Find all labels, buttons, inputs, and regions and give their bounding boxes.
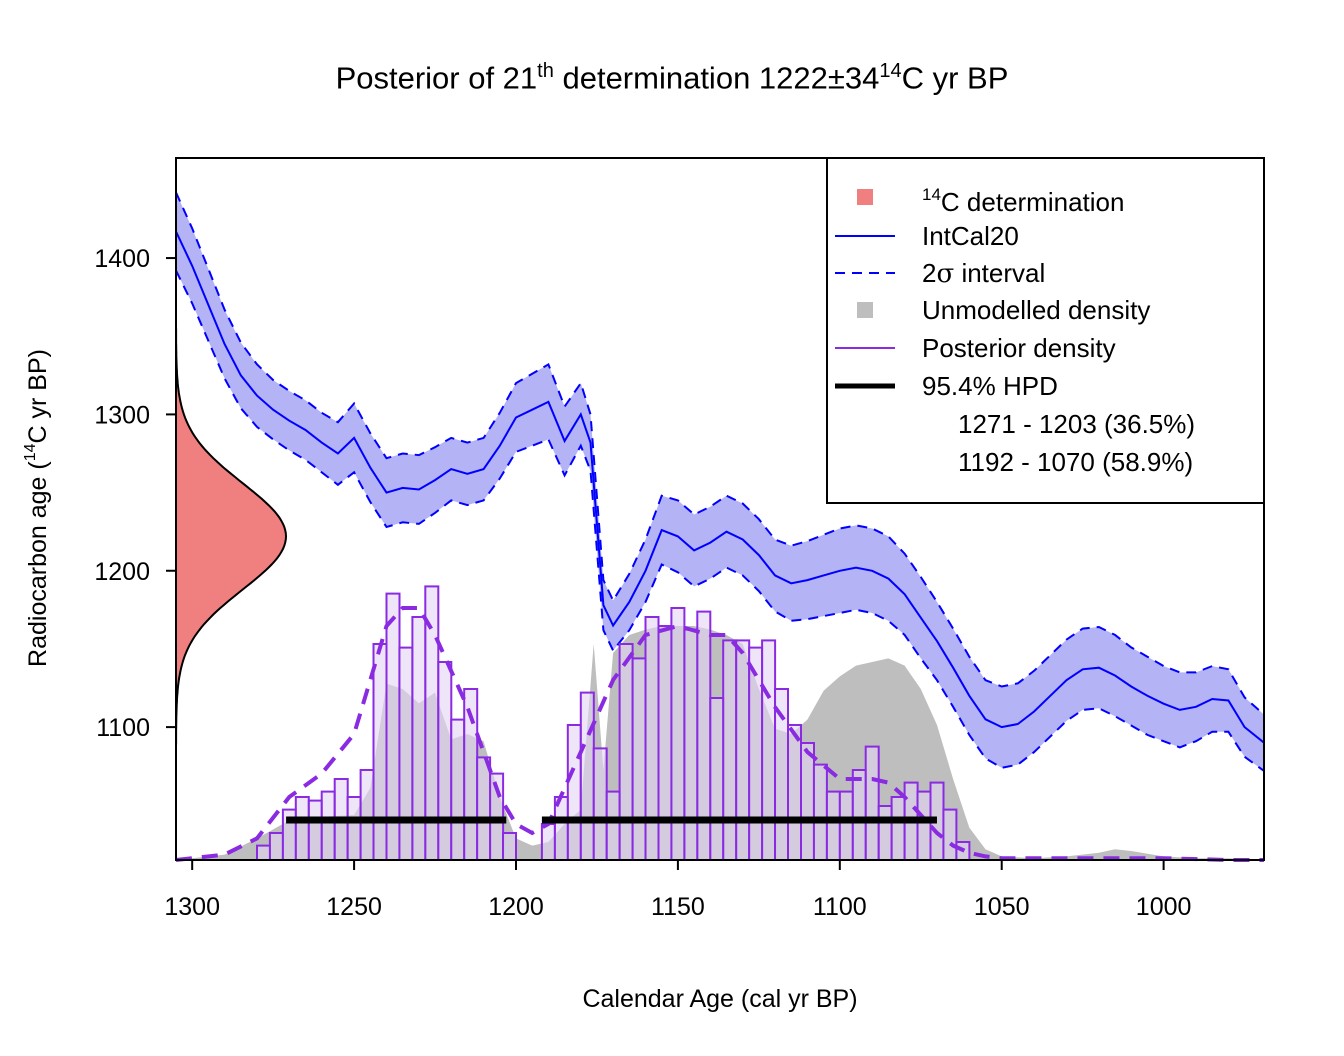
legend-label-intcal: IntCal20 [922, 221, 1019, 251]
posterior-histogram-bar [294, 796, 310, 861]
chart-title: Posterior of 21th determination 1222±341… [0, 60, 1344, 96]
posterior-histogram-bar [787, 724, 802, 861]
posterior-histogram-bar [644, 616, 660, 861]
determination-layer [175, 323, 288, 749]
intcal-upper-2sigma-line [175, 191, 1265, 716]
x-tick-label: 1300 [164, 893, 220, 921]
posterior-histogram-bar [618, 643, 634, 861]
posterior-histogram-bar [372, 643, 388, 861]
y-axis-label: Radiocarbon age (14C yr BP) [22, 349, 52, 667]
posterior-histogram-bar [540, 823, 556, 861]
posterior-histogram-bar [605, 790, 621, 861]
posterior-density-layer [175, 606, 1264, 862]
posterior-histogram-bar [592, 747, 608, 862]
posterior-histogram-bar [683, 628, 699, 861]
posterior-density-curve [175, 606, 1264, 862]
y-tick-label: 1200 [94, 558, 150, 586]
legend-swatch-unmodelled [857, 302, 873, 318]
posterior-histogram-bar [735, 639, 751, 862]
x-tick-label: 1250 [326, 893, 382, 921]
posterior-histogram-bar [722, 639, 738, 862]
plot-frame [175, 157, 1265, 861]
intcal-2sigma-band [176, 192, 1264, 771]
posterior-histogram-bar [942, 808, 958, 861]
posterior-histogram-bar [631, 657, 647, 862]
posterior-histogram-bar [748, 646, 764, 861]
legend-label-determination: 14C determination [922, 185, 1124, 217]
posterior-histogram-bar [761, 639, 777, 862]
x-axis-label: Calendar Age (cal yr BP) [582, 985, 857, 1013]
posterior-histogram-bar [864, 745, 880, 861]
intcal-band-layer [175, 191, 1265, 772]
posterior-histogram-bar [268, 832, 284, 861]
determination-density-outline [175, 323, 288, 749]
legend-box [826, 157, 1265, 504]
posterior-histogram-bar [579, 691, 595, 861]
legend-hpd-interval-1: 1271 - 1203 (36.5%) [958, 409, 1195, 439]
x-tick-label: 1100 [813, 893, 867, 921]
legend-determination-sup: 14 [922, 185, 941, 204]
legend-label-posterior: Posterior density [922, 333, 1116, 363]
legend-swatch-determination [857, 189, 873, 205]
intcal-lower-2sigma-line [175, 270, 1265, 772]
legend: 14C determination IntCal20 2σ interval U… [826, 157, 1265, 504]
y-tick-label: 1100 [96, 714, 150, 742]
legend-label-unmodelled: Unmodelled density [922, 295, 1150, 325]
posterior-histogram-bar [307, 799, 323, 861]
posterior-histogram-layer [256, 585, 971, 862]
legend-hpd-interval-2: 1192 - 1070 (58.9%) [958, 447, 1193, 477]
posterior-histogram-bar [566, 724, 582, 861]
y-axis-label-prefix: Radiocarbon age ( [24, 461, 52, 667]
legend-label-interval: 2σ interval [922, 258, 1045, 289]
posterior-histogram-bar [800, 742, 815, 861]
posterior-histogram-bar [398, 646, 414, 861]
posterior-histogram-bar [502, 832, 517, 861]
title-prefix: Posterior of 21 [335, 60, 538, 96]
title-suffix: C yr BP [901, 60, 1009, 96]
title-middle-sup: 14 [879, 60, 902, 82]
posterior-histogram-bar [657, 625, 673, 861]
y-axis-label-suffix: C yr BP) [24, 349, 52, 443]
posterior-histogram-bar [450, 718, 466, 861]
legend-interval-prefix: 2 [922, 258, 936, 288]
x-tick-label: 1000 [1136, 893, 1192, 921]
title-prefix-sup: th [537, 60, 554, 82]
x-tick-label: 1050 [974, 893, 1030, 921]
y-tick-label: 1300 [94, 401, 150, 429]
legend-label-hpd: 95.4% HPD [922, 371, 1058, 401]
posterior-histogram-bar [256, 844, 271, 861]
posterior-histogram-bar [851, 769, 867, 861]
posterior-histogram-bar [359, 769, 375, 861]
y-tick-label: 1400 [94, 245, 150, 273]
x-tick-label: 1200 [488, 893, 544, 921]
x-tick-label: 1150 [651, 893, 705, 921]
posterior-histogram-bar [916, 790, 932, 861]
posterior-histogram-bar [890, 796, 906, 861]
posterior-histogram-bar [877, 805, 893, 861]
posterior-histogram-bar [346, 796, 362, 861]
title-middle: determination 1222±34 [553, 60, 880, 96]
posterior-histogram-bar [838, 790, 854, 861]
posterior-histogram-bar [437, 661, 453, 861]
posterior-histogram-bar [812, 763, 828, 861]
legend-interval-symbol: σ [936, 259, 954, 289]
intcal20-curve [175, 231, 1265, 744]
axes-layer: 1300 1250 1200 1150 1100 1050 1000 1100 1200 1300… [94, 157, 1265, 921]
posterior-histogram-bar [825, 790, 841, 861]
y-axis-label-sup: 14 [22, 443, 39, 461]
legend-determination-text: C determination [941, 187, 1125, 217]
posterior-histogram-bar [411, 616, 427, 861]
posterior-histogram-bar [476, 756, 492, 862]
posterior-histogram-bar [709, 697, 725, 861]
determination-density-fill [176, 323, 286, 749]
posterior-histogram-bar [320, 790, 336, 861]
legend-interval-suffix: interval [954, 258, 1045, 288]
